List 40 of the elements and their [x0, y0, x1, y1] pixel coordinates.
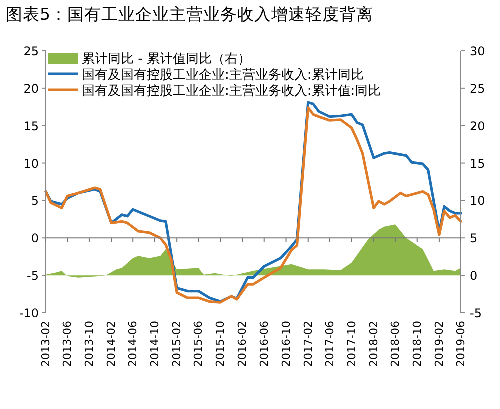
x-tick-label: 2014-10 [148, 321, 162, 367]
y2-tick-label: 30 [470, 44, 486, 58]
x-tick-label: 2016-02 [236, 321, 250, 367]
x-tick-label: 2019-02 [432, 321, 446, 367]
y2-tick-label: 15 [470, 156, 486, 171]
x-tick-label: 2013-10 [82, 321, 96, 367]
x-tick-label: 2013-02 [40, 321, 52, 367]
y2-tick-label: -5 [470, 306, 482, 320]
y2-tick-label: 10 [470, 194, 486, 208]
x-tick-label: 2017-06 [323, 321, 336, 367]
x-tick-label: 2016-06 [258, 321, 271, 367]
x-tick-label: 2018-02 [367, 321, 380, 367]
x-tick-label: 2018-10 [410, 321, 424, 367]
x-tick-label: 2015-10 [214, 321, 228, 367]
x-tick-label: 2019-06 [454, 321, 468, 367]
x-tick-label: 2015-06 [192, 321, 206, 367]
x-tick-label: 2013-06 [61, 321, 74, 367]
y2-tick-label: 5 [470, 232, 478, 246]
y-tick-label: -10 [19, 306, 39, 320]
legend-label: 国有及国有控股工业企业:主营业务收入:累计值:同比 [82, 83, 382, 99]
y-tick-label: 20 [24, 82, 39, 96]
y-tick-label: 15 [24, 119, 39, 134]
x-tick-label: 2018-06 [388, 321, 402, 367]
y2-tick-label: 20 [470, 119, 486, 134]
y-tick-label: 0 [31, 232, 39, 246]
y2-tick-label: 25 [470, 82, 486, 96]
x-tick-label: 2017-02 [302, 321, 315, 367]
x-tick-label: 2017-10 [345, 321, 358, 367]
y2-tick-label: 0 [470, 269, 478, 284]
y-tick-label: 5 [31, 194, 39, 208]
x-tick-label: 2014-02 [105, 321, 118, 367]
y-tick-label: 10 [24, 156, 39, 171]
x-tick-label: 2014-06 [126, 321, 140, 367]
x-tick-label: 2016-10 [280, 321, 293, 367]
y-tick-label: -5 [27, 269, 39, 284]
legend-label: 累计同比 - 累计值同比（右） [82, 52, 251, 67]
chart-title: 图表5：国有工业企业主营业务收入增速轻度背离 [6, 5, 374, 24]
y-tick-label: 25 [24, 44, 39, 58]
x-tick-label: 2015-02 [170, 321, 184, 367]
legend-label: 国有及国有控股工业企业:主营业务收入:累计同比 [82, 67, 364, 83]
